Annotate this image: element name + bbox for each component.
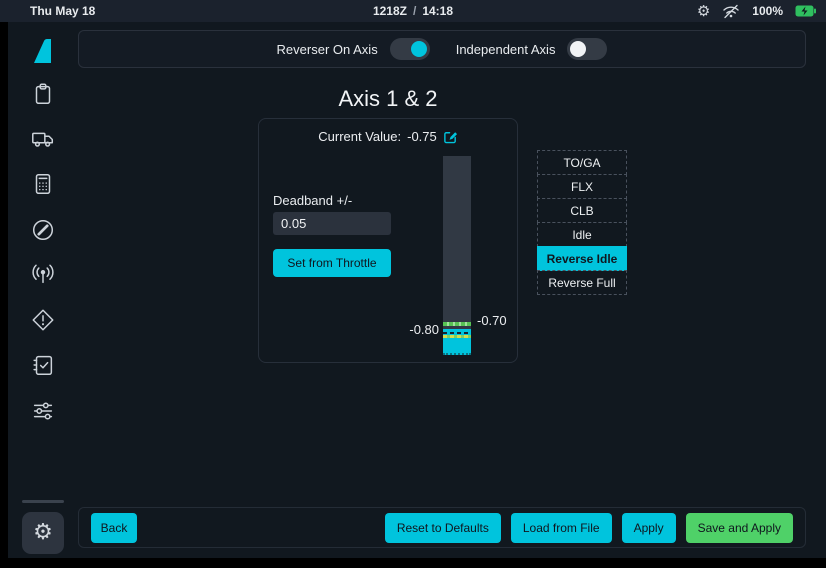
- upper-deadband-value: -0.70: [477, 313, 507, 328]
- status-bar: Thu May 18 1218Z / 14:18 ⚙ 100%: [0, 0, 826, 22]
- detent-range-indicator: [443, 329, 471, 355]
- sidebar-nav: ⚙: [8, 22, 78, 558]
- set-from-throttle-button[interactable]: Set from Throttle: [273, 249, 391, 277]
- sidebar-item-ground[interactable]: [29, 125, 57, 153]
- detent-clb[interactable]: CLB: [537, 198, 627, 223]
- deadband-label: Deadband +/-: [273, 193, 353, 208]
- utc-time: 1218Z: [372, 4, 407, 18]
- efb-app-body: ⚙ Reverser On Axis Independent Axis Axis…: [8, 22, 826, 558]
- warning-diamond-icon: [32, 309, 54, 331]
- toggle-knob: [570, 41, 587, 57]
- independent-axis-toggle[interactable]: [567, 38, 608, 60]
- save-and-apply-button[interactable]: Save and Apply: [685, 513, 793, 543]
- detent-toga[interactable]: TO/GA: [537, 150, 627, 175]
- sidebar-item-navigation[interactable]: [29, 216, 57, 244]
- sidebar-item-settings[interactable]: [29, 397, 57, 425]
- settings-gear-icon[interactable]: ⚙: [696, 1, 711, 20]
- status-date: Thu May 18: [30, 4, 96, 18]
- sidebar-item-atc[interactable]: [29, 261, 57, 289]
- reverser-on-axis-label: Reverser On Axis: [276, 41, 378, 57]
- footer-right-buttons: Reset to Defaults Load from File Apply S…: [384, 513, 793, 543]
- gear-icon: ⚙: [33, 520, 53, 545]
- calculator-icon: [35, 173, 51, 195]
- edit-icon[interactable]: [443, 129, 458, 144]
- back-button[interactable]: Back: [91, 513, 137, 543]
- time-separator: /: [412, 4, 417, 18]
- load-from-file-button[interactable]: Load from File: [510, 513, 612, 543]
- sliders-icon: [33, 402, 53, 420]
- sidebar-item-checklists[interactable]: [29, 351, 57, 379]
- clipboard-icon: [35, 83, 51, 105]
- footer-action-bar: Back Reset to Defaults Load from File Ap…: [78, 507, 806, 548]
- throttle-axis-bar: [443, 156, 471, 355]
- toggle-knob: [410, 41, 427, 57]
- detent-flx[interactable]: FLX: [537, 174, 627, 199]
- antenna-broadcast-icon: [32, 264, 54, 284]
- reverser-on-axis-toggle[interactable]: [389, 38, 430, 60]
- battery-percent: 100%: [752, 4, 783, 18]
- independent-axis-label: Independent Axis: [455, 41, 556, 57]
- apply-button[interactable]: Apply: [621, 513, 676, 543]
- compass-icon: [32, 219, 54, 241]
- detent-list: TO/GA FLX CLB Idle Reverse Idle Reverse …: [537, 150, 627, 295]
- detent-reverse-idle[interactable]: Reverse Idle: [537, 246, 627, 271]
- local-time: 14:18: [422, 4, 454, 18]
- wifi-off-icon: [723, 4, 739, 18]
- lower-deadband-value: -0.80: [409, 322, 439, 337]
- status-clock: 1218Z / 14:18: [0, 4, 826, 18]
- reverser-on-axis-group: Reverser On Axis: [277, 38, 430, 60]
- sidebar-settings-button[interactable]: ⚙: [22, 512, 64, 554]
- detent-idle[interactable]: Idle: [537, 222, 627, 247]
- independent-axis-group: Independent Axis: [456, 38, 608, 60]
- sidebar-item-performance[interactable]: [29, 170, 57, 198]
- sidebar-divider: [22, 500, 64, 503]
- calibration-panel: Current Value: -0.75 Deadband +/- Set fr…: [258, 118, 518, 363]
- current-value: -0.75: [407, 129, 437, 144]
- page-title: Axis 1 & 2: [338, 86, 438, 111]
- deadband-input[interactable]: [273, 212, 391, 235]
- current-value-row: Current Value: -0.75: [259, 129, 517, 144]
- detent-reverse-full[interactable]: Reverse Full: [537, 270, 627, 295]
- truck-icon: [32, 132, 54, 147]
- battery-charging-icon: [795, 5, 816, 17]
- lower-deadband-shadow: [443, 332, 471, 334]
- lower-deadband-line: [443, 335, 471, 338]
- tail-logo-icon: [34, 39, 51, 63]
- sidebar-item-dispatch[interactable]: [29, 80, 57, 108]
- reset-to-defaults-button[interactable]: Reset to Defaults: [384, 513, 501, 543]
- checklist-icon: [33, 355, 53, 376]
- sidebar-item-dashboard[interactable]: [29, 37, 57, 65]
- upper-deadband-line: [443, 322, 471, 326]
- axis-options-bar: Reverser On Axis Independent Axis: [78, 30, 806, 68]
- sidebar-item-failures[interactable]: [29, 306, 57, 334]
- current-value-label: Current Value:: [318, 129, 402, 144]
